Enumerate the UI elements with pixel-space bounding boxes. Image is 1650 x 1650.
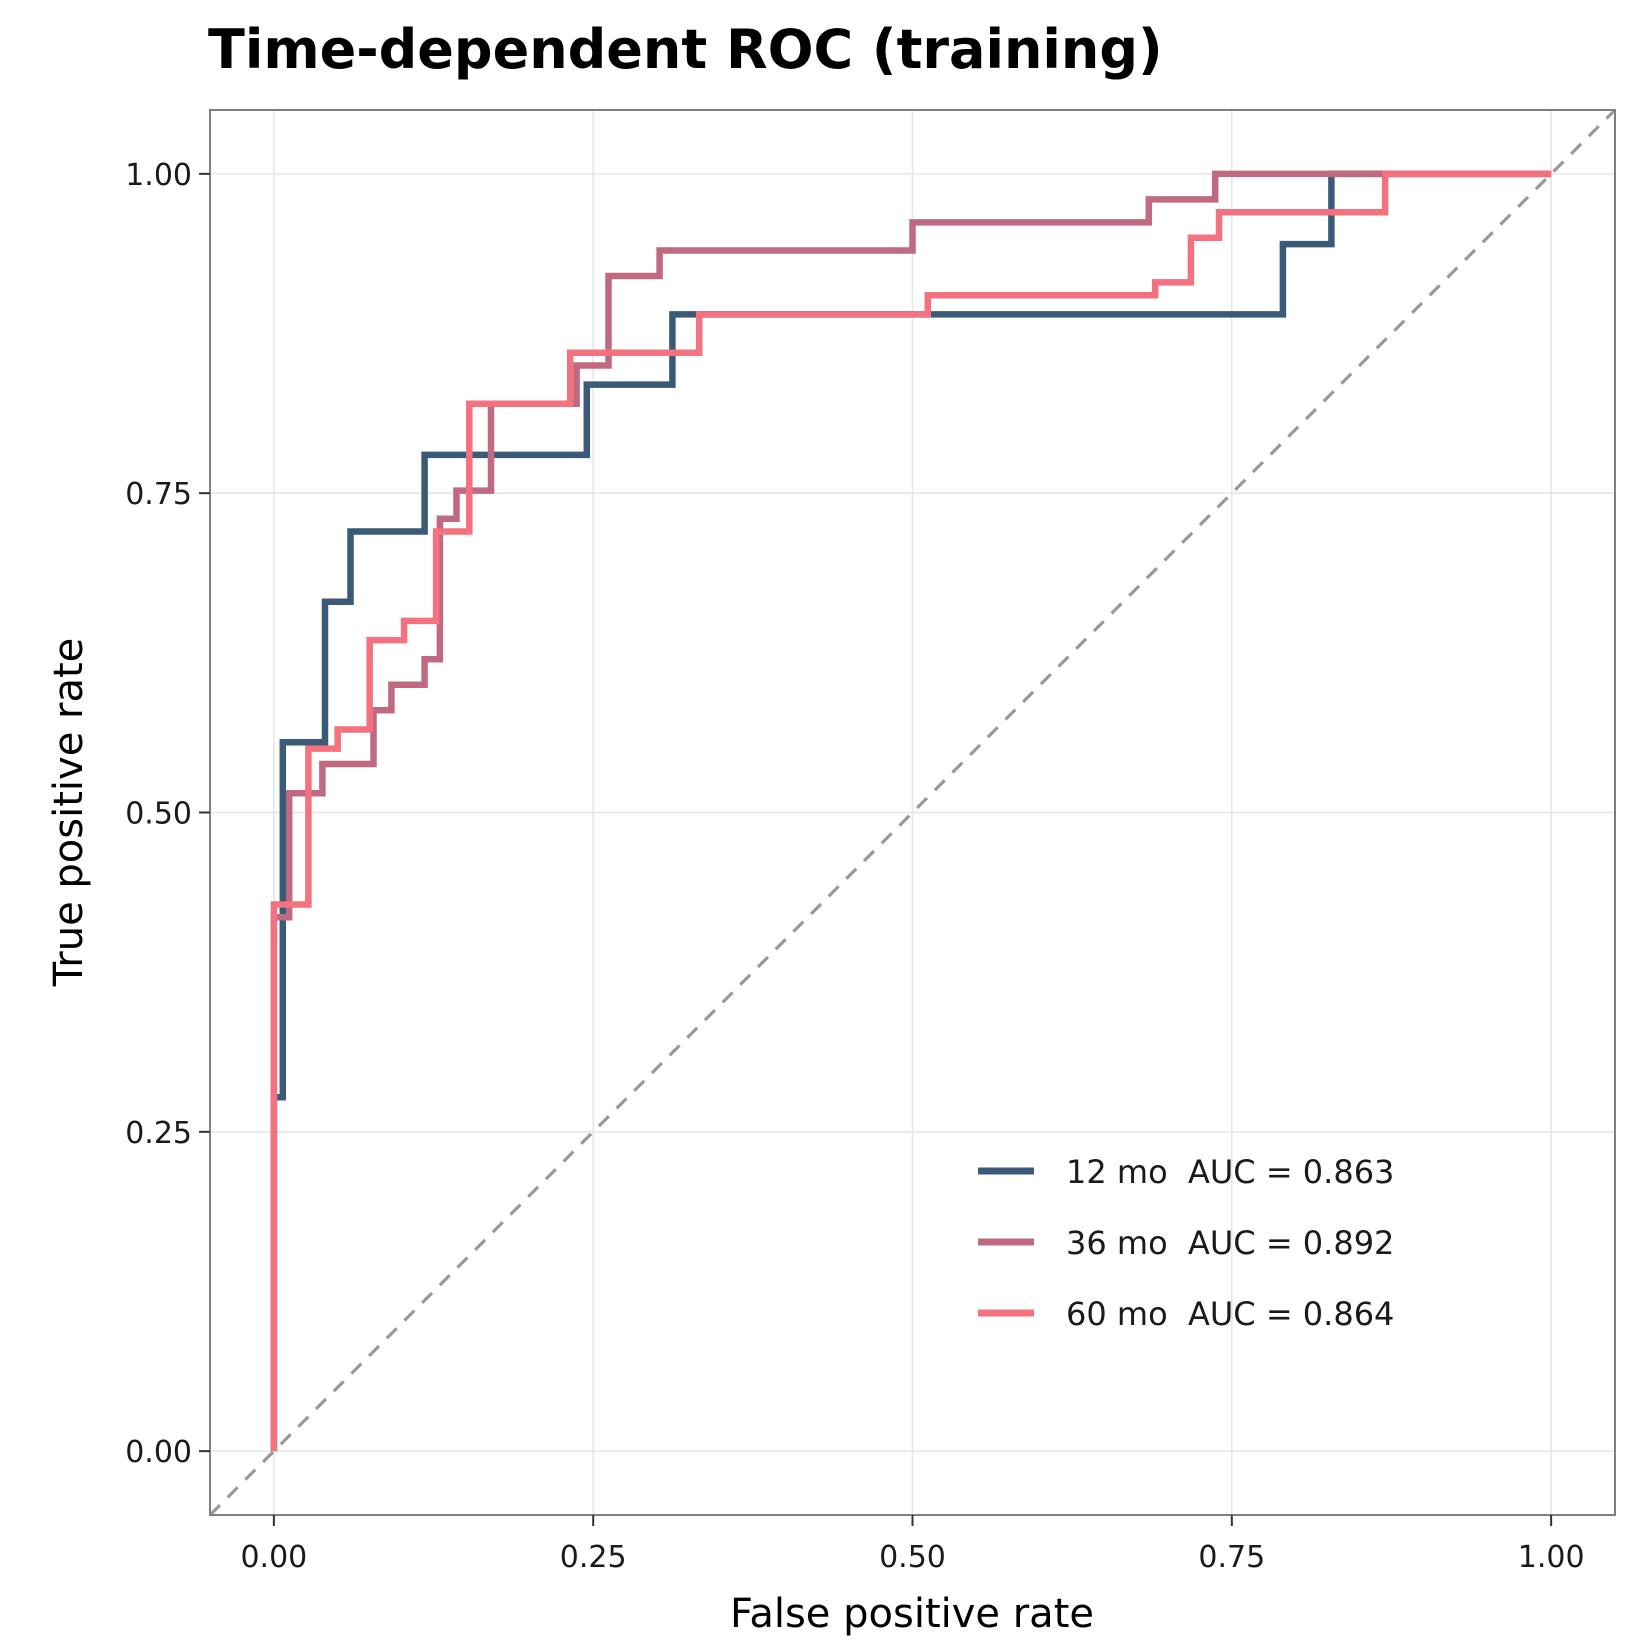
y-tick-label: 1.00 (125, 158, 192, 193)
roc-line-series-2 (270, 170, 1552, 1452)
reference-diagonal (208, 108, 1617, 1517)
x-tick-label: 0.50 (879, 1540, 946, 1575)
axis-ticks: 0.00 0.25 0.50 0.75 1.00 0.00 0.25 0.50 0.75 1.00 (125, 158, 1584, 1575)
y-axis-title: True positive rate (46, 638, 92, 988)
y-tick-label: 0.00 (125, 1435, 192, 1470)
roc-series (270, 170, 1552, 1452)
y-tick-label: 0.75 (125, 477, 192, 512)
y-tick-label: 0.25 (125, 1116, 192, 1151)
legend: 12 mo AUC = 0.863 36 mo AUC = 0.892 60 mo … (978, 1153, 1394, 1333)
x-tick-label: 0.00 (240, 1540, 307, 1575)
x-tick-label: 0.25 (560, 1540, 627, 1575)
roc-line-series-3 (270, 170, 1552, 1452)
legend-label-series-1: 12 mo AUC = 0.863 (1066, 1153, 1394, 1191)
legend-label-series-2: 36 mo AUC = 0.892 (1066, 1224, 1394, 1262)
legend-label-series-3: 60 mo AUC = 0.864 (1066, 1295, 1394, 1333)
x-tick-label: 1.00 (1518, 1540, 1585, 1575)
chart-title: Time-dependent ROC (training) (208, 18, 1163, 81)
y-tick-label: 0.50 (125, 797, 192, 832)
roc-line-series-1 (270, 170, 1552, 1452)
diagonal-reference-line (208, 108, 1617, 1517)
x-tick-label: 0.75 (1198, 1540, 1265, 1575)
x-axis-title: False positive rate (730, 1591, 1094, 1637)
